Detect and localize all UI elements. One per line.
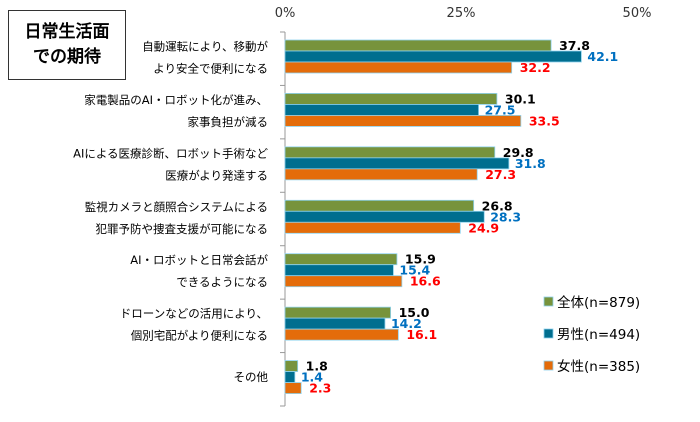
bar [284, 275, 403, 288]
bar [284, 221, 461, 234]
bar [284, 328, 399, 341]
category-label: 監視カメラと顔照合システムによる [85, 200, 268, 214]
data-label: 15.9 [405, 252, 436, 267]
bar [284, 317, 386, 330]
data-label: 15.4 [399, 263, 430, 278]
category-label: その他 [234, 370, 269, 384]
data-label: 31.8 [515, 156, 546, 171]
chart-title-line: での期待 [33, 47, 101, 67]
bar [284, 39, 552, 52]
bar [284, 360, 299, 372]
data-label: 14.2 [391, 316, 422, 331]
x-tick-label: 50% [623, 6, 652, 21]
category-label: 犯罪予防や捜査支援が可能になる [96, 222, 269, 236]
bar [284, 210, 485, 223]
legend-label: 男性(n=494) [557, 327, 640, 343]
bar [284, 371, 296, 383]
chart-title-line: 日常生活面 [24, 22, 110, 42]
data-label: 42.1 [587, 49, 618, 64]
data-label: 28.3 [490, 209, 521, 224]
data-label: 26.8 [482, 198, 513, 213]
bar [284, 253, 398, 266]
category-label: より安全で便利になる [153, 62, 268, 76]
data-label: 15.0 [399, 305, 430, 320]
data-label: 29.8 [503, 145, 534, 160]
x-tick-label: 0% [275, 6, 296, 21]
legend-swatch [543, 328, 554, 339]
bar [284, 157, 510, 170]
data-label: 30.1 [505, 91, 536, 106]
bar [284, 115, 522, 127]
data-label: 33.5 [529, 113, 560, 128]
bar [284, 382, 302, 394]
data-label: 27.5 [485, 102, 516, 117]
bar [284, 306, 391, 319]
category-label: AI・ロボットと日常会話が [130, 253, 268, 267]
data-label: 1.4 [301, 370, 323, 385]
legend-label: 全体(n=879) [557, 294, 640, 311]
category-label: 自動運転により、移動が [142, 40, 268, 54]
x-tick-label: 25% [447, 6, 476, 21]
bar [284, 146, 496, 159]
data-label: 2.3 [309, 381, 331, 396]
legend-swatch [543, 360, 554, 371]
bar [284, 199, 475, 212]
bar [284, 264, 394, 277]
bar [284, 61, 513, 74]
bar [284, 104, 480, 116]
legend-swatch [543, 296, 554, 307]
data-label: 32.2 [520, 60, 551, 75]
category-label: 家電製品のAI・ロボット化が進み、 [84, 93, 268, 107]
data-label: 27.3 [485, 167, 516, 182]
category-label: AIによる医療診断、ロボット手術など [73, 146, 268, 160]
data-label: 1.8 [306, 359, 328, 374]
data-label: 37.8 [559, 38, 590, 53]
category-label: 家事負担が減る [188, 115, 269, 129]
chart-title-box: 日常生活面 での期待 [8, 10, 126, 80]
category-label: 個別宅配がより便利になる [131, 329, 268, 343]
category-label: 医療がより発達する [165, 168, 268, 182]
data-label: 16.6 [410, 274, 441, 289]
bar [284, 168, 478, 181]
category-label: できるようになる [176, 275, 268, 289]
legend-label: 女性(n=385) [557, 358, 640, 375]
data-label: 16.1 [406, 327, 437, 342]
bar [284, 93, 498, 105]
data-label: 24.9 [468, 220, 499, 235]
category-label: ドローンなどの活用により、 [120, 307, 268, 321]
